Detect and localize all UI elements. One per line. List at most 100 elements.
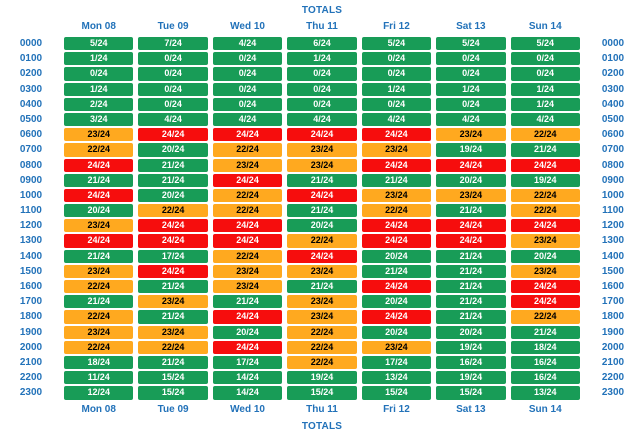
heatmap-cell-0600-3: 24/24 — [287, 128, 357, 142]
hour-label-left-1700: 1700 — [19, 296, 43, 308]
heatmap-cell-0100-5: 0/24 — [436, 52, 506, 66]
heatmap-cell-0700-2: 22/24 — [212, 143, 283, 157]
heatmap-cell-0400-0: 2/24 — [64, 97, 134, 111]
hour-label-right-1100: 1100 — [602, 205, 624, 217]
heatmap-cell-1000-6: 22/24 — [510, 188, 580, 203]
heatmap-cell-0900-2: 24/24 — [212, 173, 283, 187]
heatmap-cell-1800-0: 22/24 — [64, 310, 134, 324]
heatmap-cell-1800-2: 24/24 — [212, 310, 283, 324]
hour-label-left-1100: 1100 — [20, 205, 42, 217]
heatmap-cell-2000-6: 18/24 — [510, 340, 580, 354]
heatmap-cell-1300-2: 24/24 — [212, 234, 283, 248]
hour-label-right-0300: 0300 — [601, 83, 625, 95]
heatmap-cell-0700-5: 19/24 — [436, 143, 506, 157]
heatmap-cell-0700-3: 23/24 — [287, 143, 357, 157]
hour-label-left-1900: 1900 — [19, 326, 43, 338]
heatmap-cell-0200-0: 0/24 — [64, 67, 134, 81]
heatmap-cell-0000-0: 5/24 — [64, 37, 134, 51]
heatmap-cell-0500-1: 4/24 — [138, 112, 208, 127]
heatmap-cell-1800-6: 22/24 — [510, 310, 580, 324]
heatmap-cell-0300-1: 0/24 — [138, 82, 208, 96]
heatmap-cell-1200-6: 24/24 — [510, 219, 580, 233]
heatmap-cell-1700-4: 20/24 — [361, 295, 432, 309]
heatmap-cell-2200-2: 14/24 — [212, 371, 283, 385]
header-day-5: Sat 13 — [456, 21, 486, 32]
heatmap-cell-1400-6: 20/24 — [510, 249, 580, 263]
hour-label-right-0200: 0200 — [601, 68, 625, 80]
heatmap-cell-0200-5: 0/24 — [436, 67, 506, 81]
hour-label-right-1200: 1200 — [601, 220, 625, 232]
heatmap-cell-1200-0: 23/24 — [64, 219, 134, 233]
hour-label-left-1600: 1600 — [19, 281, 43, 292]
hour-label-left-0700: 0700 — [19, 144, 43, 156]
heatmap-cell-1500-3: 23/24 — [287, 264, 357, 278]
heatmap-cell-0300-5: 1/24 — [436, 82, 506, 96]
heatmap-cell-0000-1: 7/24 — [138, 37, 208, 51]
heatmap-cell-0100-1: 0/24 — [138, 52, 208, 66]
heatmap-cell-1700-5: 21/24 — [436, 295, 506, 309]
heatmap-cell-2100-0: 18/24 — [64, 355, 134, 370]
heatmap-cell-1800-1: 21/24 — [138, 310, 208, 324]
heatmap-cell-1400-3: 24/24 — [287, 249, 357, 263]
heatmap-cell-0700-4: 23/24 — [361, 143, 432, 157]
heatmap-cell-2200-4: 13/24 — [361, 371, 432, 385]
hour-label-left-1400: 1400 — [19, 250, 43, 262]
header-day-0: Mon 08 — [81, 21, 116, 32]
heatmap-cell-1200-3: 20/24 — [287, 219, 357, 233]
heatmap-cell-1500-4: 21/24 — [361, 264, 432, 278]
hour-label-left-0500: 0500 — [19, 113, 43, 125]
heatmap-cell-0900-4: 21/24 — [361, 173, 432, 187]
heatmap-cell-1600-3: 21/24 — [287, 280, 357, 294]
heatmap-cell-0600-4: 24/24 — [361, 128, 432, 142]
hour-label-right-1000: 1000 — [601, 189, 625, 201]
hour-label-right-2100: 2100 — [601, 356, 625, 368]
heatmap-cell-2200-1: 15/24 — [138, 371, 208, 385]
heatmap-cell-2100-3: 22/24 — [287, 355, 357, 370]
heatmap-cell-0400-2: 0/24 — [212, 97, 283, 111]
hour-label-left-1200: 1200 — [19, 220, 43, 232]
heatmap-cell-1600-4: 24/24 — [361, 280, 432, 294]
hour-label-left-0600: 0600 — [19, 129, 43, 141]
footer-day-4: Fri 12 — [383, 403, 410, 415]
heatmap-cell-1300-1: 24/24 — [138, 234, 208, 248]
heatmap-cell-0900-6: 19/24 — [510, 173, 580, 187]
heatmap-cell-0300-4: 1/24 — [361, 82, 432, 96]
heatmap-cell-1900-1: 23/24 — [138, 325, 208, 339]
heatmap-cell-2300-1: 15/24 — [138, 386, 208, 400]
heatmap-cell-2300-5: 15/24 — [436, 386, 506, 400]
heatmap-cell-2200-5: 19/24 — [436, 371, 506, 385]
heatmap-cell-2000-1: 22/24 — [138, 340, 208, 354]
hour-label-right-2200: 2200 — [601, 372, 625, 384]
hour-label-left-2100: 2100 — [19, 356, 43, 368]
hour-label-left-0400: 0400 — [19, 98, 43, 110]
heatmap-cell-0000-6: 5/24 — [510, 37, 580, 51]
header-day-3: Thu 11 — [306, 21, 338, 32]
heatmap-cell-0300-3: 0/24 — [287, 82, 357, 96]
heatmap-cell-1500-5: 21/24 — [436, 264, 506, 278]
heatmap-cell-1700-2: 21/24 — [212, 295, 283, 309]
heatmap-cell-0800-0: 24/24 — [64, 158, 134, 172]
header-day-2: Wed 10 — [230, 21, 265, 32]
heatmap-cell-0600-1: 24/24 — [138, 128, 208, 142]
footer-day-1: Tue 09 — [157, 403, 189, 415]
heatmap-cell-1000-0: 24/24 — [64, 188, 134, 203]
heatmap-cell-2300-0: 12/24 — [64, 386, 134, 400]
heatmap-cell-1600-5: 21/24 — [436, 280, 506, 294]
heatmap-cell-1200-4: 24/24 — [361, 219, 432, 233]
heatmap-cell-0300-2: 0/24 — [212, 82, 283, 96]
heatmap-cell-0600-2: 24/24 — [212, 128, 283, 142]
hour-label-right-1600: 1600 — [601, 281, 625, 292]
heatmap-cell-1400-5: 21/24 — [436, 249, 506, 263]
hour-label-left-2200: 2200 — [19, 372, 43, 384]
heatmap-cell-0200-4: 0/24 — [361, 67, 432, 81]
hour-label-right-0800: 0800 — [601, 159, 625, 171]
heatmap-cell-0400-5: 0/24 — [436, 97, 506, 111]
heatmap-cell-1100-1: 22/24 — [138, 204, 208, 218]
hour-label-right-1700: 1700 — [601, 296, 625, 308]
hour-label-left-0000: 0000 — [19, 38, 43, 49]
heatmap-cell-0500-2: 4/24 — [212, 112, 283, 127]
heatmap-cell-1600-1: 21/24 — [138, 280, 208, 294]
hour-label-right-0100: 0100 — [601, 53, 625, 65]
heatmap-cell-2000-4: 23/24 — [361, 340, 432, 354]
